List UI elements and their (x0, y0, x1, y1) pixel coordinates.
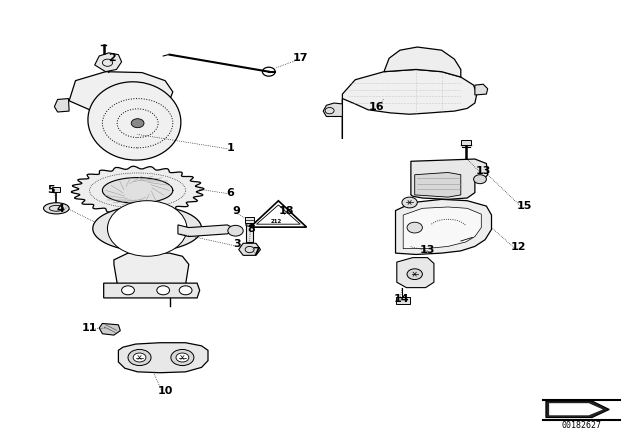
Text: 18: 18 (279, 207, 294, 216)
Text: 9: 9 (233, 207, 241, 216)
Polygon shape (342, 69, 477, 139)
FancyBboxPatch shape (396, 297, 410, 304)
Polygon shape (104, 283, 200, 298)
Polygon shape (114, 253, 189, 291)
Polygon shape (95, 53, 122, 72)
Circle shape (131, 119, 144, 128)
Circle shape (128, 349, 151, 366)
Circle shape (402, 197, 417, 208)
Polygon shape (99, 323, 120, 335)
Circle shape (179, 286, 192, 295)
Polygon shape (475, 84, 488, 95)
Polygon shape (549, 403, 603, 415)
Polygon shape (93, 206, 202, 251)
Polygon shape (102, 177, 173, 203)
Polygon shape (415, 172, 461, 197)
Polygon shape (246, 225, 253, 242)
Text: 12: 12 (511, 242, 526, 252)
Circle shape (133, 353, 146, 362)
Polygon shape (72, 166, 204, 215)
Polygon shape (54, 99, 69, 112)
Polygon shape (118, 343, 208, 373)
Text: 2: 2 (108, 53, 116, 63)
Text: 15: 15 (517, 201, 532, 211)
Circle shape (474, 175, 486, 184)
Circle shape (171, 349, 194, 366)
FancyBboxPatch shape (461, 140, 471, 145)
Polygon shape (411, 159, 488, 199)
Polygon shape (323, 103, 342, 116)
Text: 3: 3 (233, 239, 241, 249)
Polygon shape (396, 199, 492, 254)
Text: 7: 7 (252, 247, 260, 257)
Text: 16: 16 (369, 102, 384, 112)
Text: 17: 17 (293, 53, 308, 63)
Text: 8: 8 (248, 224, 255, 234)
Polygon shape (239, 243, 260, 255)
FancyBboxPatch shape (245, 217, 254, 223)
Circle shape (407, 269, 422, 280)
Text: 14: 14 (394, 294, 410, 304)
Circle shape (108, 201, 187, 256)
Polygon shape (546, 401, 609, 418)
FancyBboxPatch shape (52, 187, 60, 192)
Text: 13: 13 (476, 166, 491, 176)
Ellipse shape (44, 202, 69, 214)
Text: 11: 11 (82, 323, 97, 333)
Polygon shape (250, 201, 307, 227)
Polygon shape (69, 72, 173, 113)
Polygon shape (178, 225, 237, 237)
Text: 212: 212 (271, 219, 282, 224)
Polygon shape (403, 207, 481, 249)
Circle shape (407, 222, 422, 233)
Text: 6: 6 (227, 188, 234, 198)
Circle shape (176, 353, 189, 362)
Text: 10: 10 (157, 386, 173, 396)
Circle shape (157, 286, 170, 295)
Polygon shape (384, 47, 461, 77)
Polygon shape (397, 258, 434, 288)
Text: 1: 1 (227, 143, 234, 153)
Text: 00182627: 00182627 (561, 421, 601, 430)
Text: 5: 5 (47, 185, 55, 195)
Text: 13: 13 (420, 245, 435, 255)
Circle shape (122, 286, 134, 295)
Text: 4: 4 (57, 204, 65, 214)
Circle shape (228, 225, 243, 236)
Ellipse shape (246, 224, 253, 226)
Ellipse shape (88, 82, 181, 160)
